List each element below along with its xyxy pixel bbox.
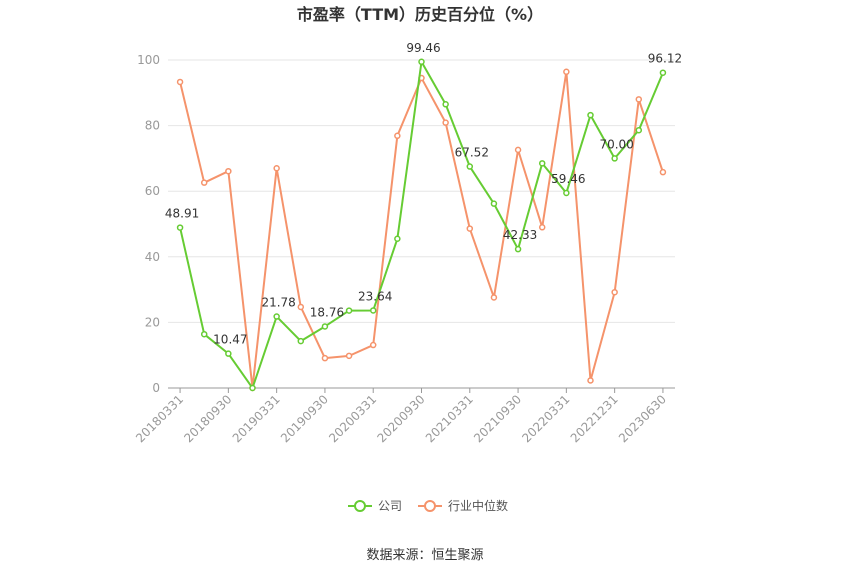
data-point[interactable]	[611, 155, 618, 162]
legend-label: 行业中位数	[448, 498, 508, 513]
data-point[interactable]	[587, 111, 594, 119]
grid-lines	[168, 59, 675, 323]
data-point[interactable]	[297, 337, 305, 345]
data-point[interactable]	[176, 224, 184, 231]
legend-swatch-marker	[354, 500, 366, 512]
x-tick-label: 20200930	[375, 392, 428, 445]
legend-label: 公司	[378, 499, 402, 513]
y-tick-label: 60	[145, 184, 160, 198]
x-tick-label: 20210930	[471, 392, 524, 445]
data-point[interactable]	[297, 303, 305, 311]
axes: 0 20 40 60 80 100 2018033120180930201903312019…	[133, 53, 675, 445]
data-label: 67.52	[455, 146, 489, 160]
data-point[interactable]	[249, 384, 256, 392]
x-tick-label: 20220331	[519, 392, 572, 445]
legend[interactable]: 公司 行业中位数	[348, 498, 508, 513]
data-point[interactable]	[538, 160, 546, 167]
data-label: 59.46	[551, 172, 585, 186]
data-point[interactable]	[321, 323, 329, 330]
data-point[interactable]	[466, 163, 474, 170]
data-point[interactable]	[321, 354, 329, 362]
data-point[interactable]	[611, 288, 618, 296]
y-tick-label: 80	[145, 119, 160, 133]
series	[176, 58, 667, 392]
y-tick-label: 40	[145, 250, 160, 264]
legend-swatch-marker	[424, 500, 436, 512]
source-note: 数据来源：恒生聚源	[366, 548, 483, 563]
data-point[interactable]	[442, 101, 449, 108]
data-point[interactable]	[225, 167, 232, 175]
data-point[interactable]	[635, 96, 643, 103]
data-point[interactable]	[587, 377, 594, 384]
data-point[interactable]	[345, 352, 353, 360]
x-tick-label: 20210331	[423, 392, 476, 445]
x-tick-label: 20221231	[568, 392, 621, 445]
data-point[interactable]	[369, 307, 377, 314]
data-label: 99.46	[406, 41, 440, 55]
x-tick-label: 20230630	[616, 392, 669, 445]
data-point[interactable]	[635, 126, 643, 134]
data-labels: 48.91 10.47 21.78 18.76 23.64 99.46 67.52 42.33…	[165, 41, 682, 347]
data-point[interactable]	[200, 330, 208, 338]
x-tick-label: 20190331	[230, 392, 283, 445]
data-point[interactable]	[345, 307, 353, 314]
data-point[interactable]	[563, 68, 570, 76]
data-label: 23.64	[358, 289, 392, 303]
data-point[interactable]	[466, 225, 474, 232]
data-point[interactable]	[659, 69, 667, 76]
series-line-1	[179, 70, 664, 389]
data-point[interactable]	[442, 119, 449, 126]
data-point[interactable]	[273, 164, 280, 172]
data-label: 18.76	[310, 305, 344, 319]
data-point[interactable]	[514, 245, 522, 253]
series-line-0	[179, 60, 664, 389]
data-point[interactable]	[490, 200, 498, 207]
data-label: 21.78	[261, 296, 295, 310]
x-tick-label: 20190930	[278, 392, 331, 445]
data-point[interactable]	[200, 179, 208, 186]
data-point[interactable]	[659, 168, 667, 176]
data-point[interactable]	[176, 78, 184, 86]
x-tick-label: 20180930	[181, 392, 234, 445]
x-tick-label: 20180331	[133, 392, 186, 445]
y-tick-label: 0	[152, 381, 160, 395]
data-point[interactable]	[514, 146, 522, 154]
data-label: 10.47	[213, 333, 247, 347]
y-tick-label: 20	[145, 315, 160, 329]
data-label: 48.91	[165, 207, 199, 221]
data-label: 96.12	[648, 52, 682, 66]
y-tick-label: 100	[137, 53, 160, 67]
data-point[interactable]	[490, 294, 498, 301]
data-point[interactable]	[225, 350, 232, 357]
data-point[interactable]	[273, 313, 280, 320]
data-point[interactable]	[418, 58, 425, 66]
data-point[interactable]	[394, 132, 401, 140]
data-point[interactable]	[538, 224, 546, 231]
legend-item-0[interactable]: 公司	[348, 499, 402, 513]
legend-item-1[interactable]: 行业中位数	[418, 498, 508, 513]
data-label: 42.33	[503, 228, 537, 242]
data-label: 70.00	[599, 137, 633, 151]
x-tick-label: 20200331	[326, 392, 379, 445]
chart-title: 市盈率（TTM）历史百分位（%）	[297, 5, 543, 24]
data-point[interactable]	[563, 189, 570, 197]
data-point[interactable]	[369, 341, 377, 349]
data-point[interactable]	[394, 235, 401, 243]
